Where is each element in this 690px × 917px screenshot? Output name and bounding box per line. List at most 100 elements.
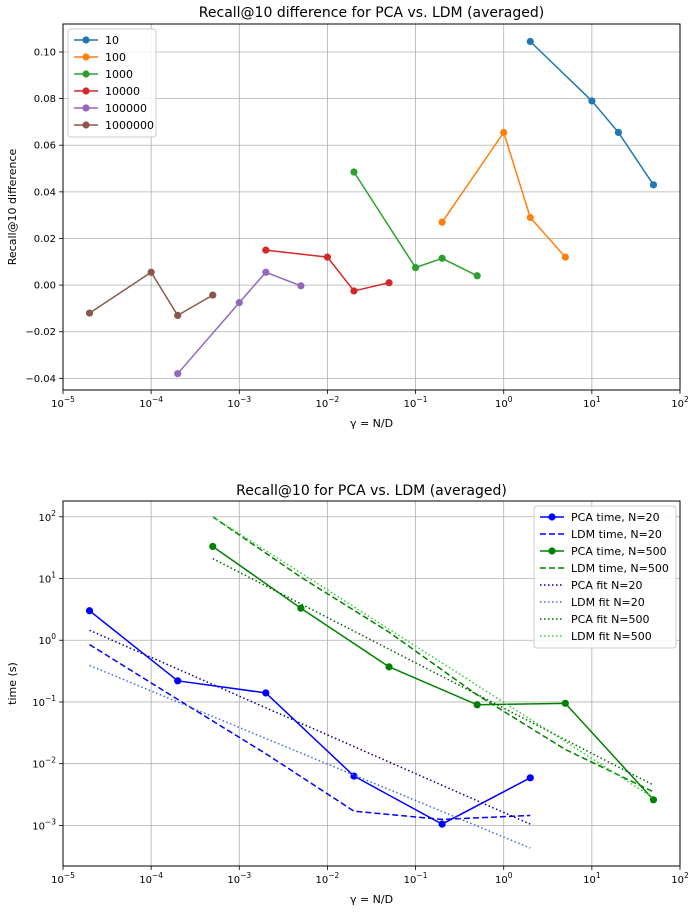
- x-tick-label-base: 10: [316, 399, 329, 410]
- y-tick-label-exponent: 0: [51, 632, 56, 641]
- legend-box: [67, 28, 157, 138]
- x-tick-label-exponent: −4: [152, 395, 163, 404]
- data-point: [561, 699, 569, 707]
- chart-title: Recall@10 for PCA vs. LDM (averaged): [236, 483, 507, 499]
- data-point: [323, 253, 332, 261]
- data-point: [526, 774, 534, 782]
- series-line-pca-fit-n-500: [212, 557, 654, 786]
- x-tick-label-exponent: −3: [240, 395, 251, 404]
- series-line-10: [529, 40, 655, 186]
- x-tick-label-base: 10: [139, 399, 152, 410]
- y-tick-label-exponent: −2: [45, 756, 56, 765]
- x-tick-label-exponent: −2: [328, 395, 339, 404]
- data-point: [473, 272, 481, 280]
- data-point: [85, 309, 94, 317]
- y-tick-label-exponent: −1: [45, 694, 56, 703]
- y-tick-label-base: 10: [32, 760, 45, 771]
- y-tick-label: 0.00: [34, 281, 56, 292]
- x-tick-label-base: 10: [404, 399, 417, 410]
- x-tick-label: 101: [583, 871, 601, 886]
- data-point: [438, 218, 446, 226]
- legend-entry: PCA fit N=20: [571, 579, 643, 592]
- x-tick-label-exponent: −5: [64, 395, 75, 404]
- legend-entry: LDM fit N=20: [571, 596, 645, 609]
- series-line-10000: [265, 249, 390, 292]
- x-tick-label: 10−5: [51, 871, 75, 886]
- y-tick-label-base: 10: [38, 513, 51, 524]
- x-tick-label-base: 10: [495, 875, 508, 886]
- data-point: [297, 604, 305, 612]
- time-chart: 10−5 10−4 10−3 10−2 10−1 100 101 10210−310−210−…: [6, 483, 689, 906]
- y-axis-label: Recall@10 difference: [6, 149, 19, 266]
- data-point: [385, 279, 393, 287]
- series-line-1000000: [89, 271, 214, 317]
- legend: 10 100 1000 10000 100000 1000000: [67, 28, 157, 138]
- x-tick-label: 10−2: [316, 871, 340, 886]
- y-tick-label-base: 10: [38, 636, 51, 647]
- series-layer: [85, 37, 658, 378]
- data-point: [561, 253, 569, 261]
- x-tick-label-base: 10: [671, 875, 684, 886]
- x-tick-label: 10−1: [404, 395, 428, 410]
- data-point: [438, 254, 446, 262]
- x-tick-label: 101: [583, 395, 601, 410]
- y-tick-label-exponent: −3: [45, 817, 56, 826]
- data-point: [235, 298, 243, 307]
- data-point: [385, 663, 393, 671]
- x-tick-label-exponent: −5: [64, 871, 75, 880]
- data-point: [85, 607, 94, 615]
- y-tick-label: 0.04: [34, 187, 56, 198]
- x-tick-label: 10−1: [404, 871, 428, 886]
- x-tick-label-exponent: 0: [508, 395, 513, 404]
- y-tick-label: 10−1: [32, 694, 56, 709]
- x-tick-label-exponent: −1: [416, 871, 427, 880]
- x-tick-label-exponent: 0: [508, 871, 513, 880]
- chart-title: Recall@10 difference for PCA vs. LDM (av…: [199, 5, 544, 21]
- series-line-ldm-time-n-500: [212, 516, 654, 793]
- legend-entry: 10000: [105, 85, 140, 98]
- data-point: [438, 820, 446, 828]
- y-tick-label-base: 10: [38, 574, 51, 585]
- data-point: [209, 291, 217, 299]
- x-tick-label: 102: [671, 395, 689, 410]
- x-tick-label: 10−4: [139, 871, 163, 886]
- legend-entry: PCA time, N=20: [571, 511, 660, 524]
- x-tick-label-base: 10: [583, 399, 596, 410]
- x-tick-label-exponent: −2: [328, 871, 339, 880]
- data-point: [526, 37, 534, 46]
- x-tick-label-exponent: 1: [596, 395, 601, 404]
- x-tick-label-base: 10: [316, 875, 329, 886]
- series-line-pca-time-n-20: [89, 610, 531, 825]
- y-tick-label: 100: [38, 632, 56, 647]
- y-tick-label: 102: [38, 509, 56, 524]
- series-line-100000: [177, 271, 302, 375]
- x-axis-label: γ = N/D: [350, 893, 393, 906]
- legend-marker: [82, 70, 90, 78]
- x-tick-label-base: 10: [671, 399, 684, 410]
- data-point: [174, 677, 182, 685]
- data-point: [174, 370, 182, 378]
- y-tick-label-base: 10: [32, 821, 45, 832]
- legend-entry: PCA fit N=500: [571, 613, 650, 626]
- legend-entry: 10: [105, 34, 119, 47]
- data-point: [262, 268, 270, 276]
- legend-entry: 1000: [105, 68, 133, 81]
- legend-marker: [548, 513, 556, 521]
- y-tick-label: 101: [38, 570, 56, 585]
- legend-marker: [82, 36, 90, 44]
- data-point: [411, 264, 420, 272]
- series-line-pca-fit-n-20: [89, 629, 531, 825]
- data-point: [297, 282, 305, 290]
- legend-entry: 1000000: [105, 119, 154, 132]
- x-tick-label-exponent: −3: [240, 871, 251, 880]
- y-tick-label: 0.02: [34, 234, 56, 245]
- y-tick-label: −0.02: [25, 327, 56, 338]
- data-point: [174, 311, 182, 320]
- x-tick-label-exponent: 2: [684, 871, 689, 880]
- legend: PCA time, N=20 LDM time, N=20 PCA time, N=…: [533, 505, 677, 649]
- x-tick-label-base: 10: [51, 399, 64, 410]
- x-tick-label-exponent: 2: [684, 395, 689, 404]
- x-tick-label: 10−5: [51, 395, 75, 410]
- data-point: [649, 181, 658, 189]
